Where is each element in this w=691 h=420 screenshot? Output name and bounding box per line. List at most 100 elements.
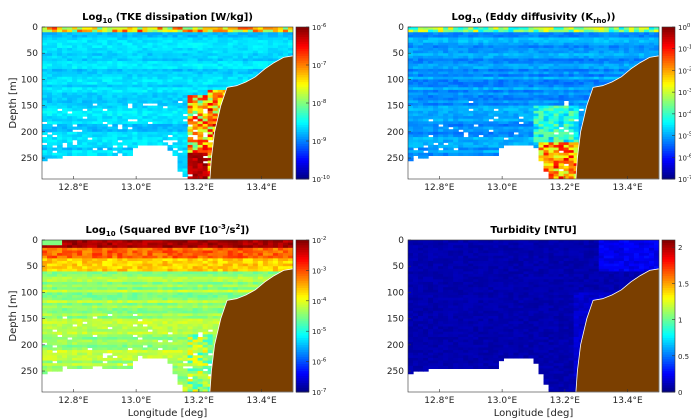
heatmap-cell xyxy=(463,63,469,67)
heatmap-cell xyxy=(132,103,138,107)
heatmap-cell xyxy=(82,97,88,101)
colorbar-step xyxy=(296,93,309,97)
heatmap-cell xyxy=(92,139,98,143)
heatmap-cell xyxy=(62,42,68,46)
heatmap-cell xyxy=(127,121,133,125)
heatmap-cell xyxy=(122,150,128,154)
heatmap-cell xyxy=(423,105,429,109)
heatmap-cell xyxy=(122,55,128,60)
heatmap-cell xyxy=(42,29,48,33)
heatmap-cell xyxy=(102,137,108,141)
heatmap-cell xyxy=(112,68,118,73)
heatmap-cell xyxy=(413,29,419,33)
heatmap-cell xyxy=(568,105,575,109)
heatmap-cell xyxy=(508,58,515,62)
heatmap-cell xyxy=(593,66,600,70)
heatmap-cell xyxy=(498,27,504,31)
heatmap-cell xyxy=(257,27,264,31)
heatmap-cell xyxy=(458,147,464,151)
heatmap-cell xyxy=(102,134,108,138)
heatmap-cell xyxy=(287,53,293,57)
heatmap-cell xyxy=(488,126,494,130)
heatmap-cell xyxy=(558,89,565,94)
heatmap-cell xyxy=(558,165,565,170)
heatmap-cell xyxy=(167,147,174,151)
heatmap-cell xyxy=(503,79,509,83)
heatmap-cell xyxy=(227,68,234,73)
heatmap-cell xyxy=(52,76,58,81)
heatmap-cell xyxy=(423,37,429,41)
heatmap-cell xyxy=(122,137,128,141)
heatmap-cell xyxy=(67,37,73,41)
heatmap-cell xyxy=(558,76,565,81)
heatmap-cell xyxy=(503,42,509,46)
heatmap-cell xyxy=(608,27,615,31)
heatmap-cell xyxy=(503,63,509,67)
heatmap-cell xyxy=(618,27,625,31)
heatmap-cell xyxy=(252,53,259,57)
heatmap-cell xyxy=(177,105,184,109)
heatmap-cell xyxy=(117,82,123,86)
heatmap-cell xyxy=(142,55,149,60)
heatmap-cell xyxy=(237,68,244,73)
heatmap-cell xyxy=(578,40,585,44)
heatmap-cell xyxy=(423,34,429,39)
heatmap-cell xyxy=(47,89,53,94)
heatmap-cell xyxy=(563,71,570,75)
heatmap-cell xyxy=(578,103,585,107)
heatmap-cell xyxy=(177,29,184,33)
heatmap-cell xyxy=(142,100,149,104)
heatmap-cell xyxy=(257,40,264,44)
heatmap-cell xyxy=(177,89,184,94)
heatmap-cell xyxy=(207,29,214,33)
heatmap-cell xyxy=(593,40,600,44)
heatmap-cell xyxy=(47,53,53,57)
heatmap-cell xyxy=(523,66,530,70)
heatmap-cell xyxy=(523,89,530,94)
heatmap-cell xyxy=(573,40,580,44)
heatmap-cell xyxy=(232,71,239,75)
heatmap-cell xyxy=(478,97,484,101)
heatmap-cell xyxy=(523,103,530,107)
heatmap-cell xyxy=(473,110,479,115)
heatmap-cell xyxy=(177,163,184,167)
heatmap-cell xyxy=(107,37,113,41)
heatmap-cell xyxy=(112,53,118,57)
heatmap-cell xyxy=(102,131,108,136)
heatmap-cell xyxy=(598,37,605,41)
heatmap-cell xyxy=(147,42,154,46)
heatmap-cell xyxy=(483,71,489,75)
heatmap-cell xyxy=(52,121,58,125)
heatmap-cell xyxy=(152,121,159,125)
heatmap-cell xyxy=(222,87,229,91)
heatmap-cell xyxy=(603,37,610,41)
heatmap-cell xyxy=(573,116,580,120)
heatmap-cell xyxy=(62,87,68,91)
heatmap-cell xyxy=(82,105,88,109)
heatmap-cell xyxy=(132,126,138,130)
heatmap-cell xyxy=(132,137,138,141)
heatmap-cell xyxy=(518,108,525,112)
heatmap-cell xyxy=(182,53,189,57)
heatmap-cell xyxy=(132,134,138,138)
heatmap-cell xyxy=(42,139,48,143)
heatmap-cell xyxy=(117,53,123,57)
heatmap-cell xyxy=(187,66,194,70)
heatmap-cell xyxy=(87,79,93,83)
heatmap-cell xyxy=(443,144,449,149)
heatmap-cell xyxy=(192,121,199,125)
heatmap-cell xyxy=(42,92,48,96)
colorbar-step xyxy=(296,86,309,90)
heatmap-cell xyxy=(578,71,585,75)
heatmap-cell xyxy=(202,27,209,31)
heatmap-cell xyxy=(538,66,545,70)
heatmap-cell xyxy=(563,68,570,73)
heatmap-cell xyxy=(453,32,459,36)
colorbar-step xyxy=(296,100,309,104)
heatmap-cell xyxy=(167,110,174,115)
heatmap-cell xyxy=(212,45,219,49)
heatmap-cell xyxy=(42,113,48,117)
heatmap-cell xyxy=(107,34,113,39)
heatmap-cell xyxy=(413,129,419,133)
heatmap-cell xyxy=(563,40,570,44)
